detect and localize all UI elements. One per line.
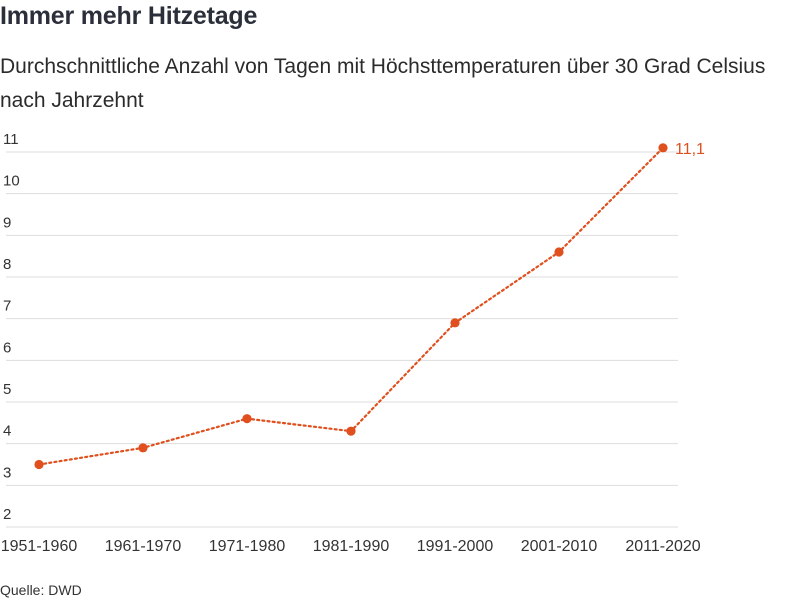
x-tick-label: 1981-1990 [313,538,390,555]
y-tick-label: 5 [3,381,11,398]
y-tick-label: 3 [3,464,11,481]
y-tick-label: 8 [3,256,11,273]
x-tick-label: 2011-2020 [625,538,700,555]
y-tick-label: 11 [3,131,19,148]
x-tick-label: 1971-1980 [209,538,286,555]
series-line-path [37,146,665,466]
data-point [658,143,668,153]
x-tick-label: 1951-1960 [1,538,78,555]
data-label: 11,1 [675,141,705,158]
y-tick-label: 9 [3,214,11,231]
data-point [242,414,252,424]
x-tick-label: 1961-1970 [105,538,182,555]
y-tick-label: 10 [3,173,20,190]
data-labels: 11,1 [675,141,705,158]
series-line [37,146,665,466]
data-point [34,459,44,470]
y-tick-label: 6 [3,339,11,356]
source-note: Quelle: DWD [0,582,82,598]
chart-title: Immer mehr Hitzetage [0,2,258,30]
data-point [450,318,460,328]
x-tick-label: 2001-2010 [521,538,598,555]
data-point [138,443,148,453]
y-tick-label: 7 [3,298,11,315]
x-axis-ticks: 1951-1960 1961-1970 1971-1980 1981-1990 1991… [1,538,701,555]
y-tick-label: 4 [3,423,11,440]
data-point [346,426,356,436]
data-points [34,143,668,470]
chart-subtitle: Durchschnittliche Anzahl von Tagen mit H… [0,55,766,112]
y-axis-ticks: 2 3 4 5 6 7 8 9 10 11 [3,131,20,523]
gridlines [6,151,678,528]
y-tick-label: 2 [3,506,11,523]
x-tick-label: 1991-2000 [417,538,494,555]
data-point [554,247,564,257]
